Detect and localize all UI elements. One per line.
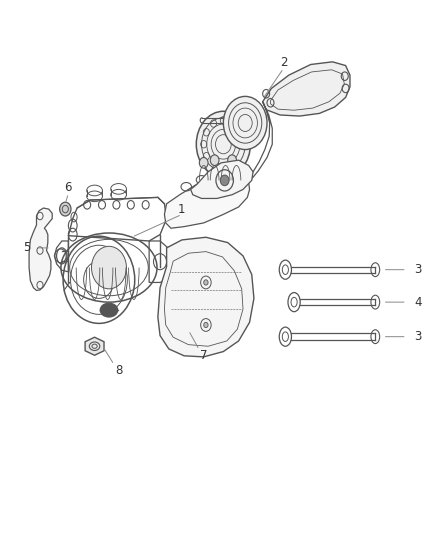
Ellipse shape	[204, 280, 208, 285]
Ellipse shape	[100, 303, 118, 317]
Text: 7: 7	[200, 349, 208, 362]
Ellipse shape	[92, 246, 127, 289]
Polygon shape	[164, 175, 250, 228]
Text: 6: 6	[65, 181, 72, 195]
Ellipse shape	[228, 155, 237, 165]
Ellipse shape	[220, 175, 229, 185]
Text: 3: 3	[414, 263, 421, 276]
Ellipse shape	[210, 155, 219, 165]
Polygon shape	[191, 160, 253, 198]
Text: 8: 8	[115, 364, 122, 377]
Ellipse shape	[60, 202, 71, 216]
Text: 2: 2	[280, 56, 287, 69]
Text: 3: 3	[414, 330, 421, 343]
Ellipse shape	[204, 322, 208, 328]
Text: 4: 4	[414, 296, 421, 309]
Ellipse shape	[196, 111, 251, 177]
Text: 5: 5	[23, 241, 31, 254]
Polygon shape	[263, 62, 350, 116]
Polygon shape	[158, 237, 254, 357]
Polygon shape	[85, 337, 104, 356]
Ellipse shape	[199, 158, 208, 168]
Ellipse shape	[223, 96, 267, 150]
Text: 1: 1	[178, 203, 186, 215]
Polygon shape	[29, 208, 52, 290]
